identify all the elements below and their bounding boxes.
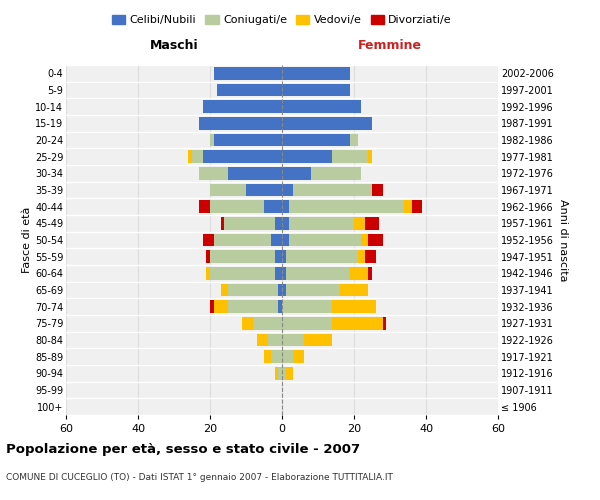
Bar <box>275 250 282 263</box>
Text: Femmine: Femmine <box>358 38 422 52</box>
Bar <box>282 184 293 196</box>
Bar <box>217 84 282 96</box>
Bar <box>332 317 383 330</box>
Bar <box>199 200 210 213</box>
Text: Maschi: Maschi <box>149 38 199 52</box>
Bar <box>368 234 383 246</box>
Bar <box>372 184 383 196</box>
Bar <box>282 234 289 246</box>
Bar <box>210 134 214 146</box>
Bar <box>282 284 286 296</box>
Bar <box>358 250 365 263</box>
Bar <box>332 300 376 313</box>
Bar <box>275 267 282 280</box>
Bar <box>214 134 282 146</box>
Bar <box>286 267 350 280</box>
Bar <box>264 350 271 363</box>
Bar <box>368 267 372 280</box>
Bar <box>271 350 282 363</box>
Bar <box>214 234 271 246</box>
Bar <box>242 317 253 330</box>
Bar <box>188 150 192 163</box>
Bar <box>365 250 376 263</box>
Bar <box>282 134 350 146</box>
Bar <box>271 234 282 246</box>
Bar <box>293 350 304 363</box>
Text: Popolazione per età, sesso e stato civile - 2007: Popolazione per età, sesso e stato civil… <box>6 442 360 456</box>
Bar <box>199 167 228 179</box>
Bar <box>282 117 372 130</box>
Bar <box>311 167 361 179</box>
Bar <box>282 167 311 179</box>
Bar <box>282 334 304 346</box>
Bar <box>210 300 214 313</box>
Bar <box>275 217 282 230</box>
Bar <box>365 217 379 230</box>
Bar <box>350 134 358 146</box>
Legend: Celibi/Nubili, Coniugati/e, Vedovi/e, Divorziati/e: Celibi/Nubili, Coniugati/e, Vedovi/e, Di… <box>107 10 457 30</box>
Bar <box>214 300 228 313</box>
Bar <box>289 217 354 230</box>
Bar <box>282 367 286 380</box>
Bar <box>210 184 246 196</box>
Bar <box>282 84 350 96</box>
Bar <box>332 150 368 163</box>
Bar <box>228 167 282 179</box>
Bar <box>268 334 282 346</box>
Bar <box>257 334 268 346</box>
Bar <box>412 200 422 213</box>
Bar <box>361 234 368 246</box>
Y-axis label: Anni di nascita: Anni di nascita <box>557 198 568 281</box>
Bar <box>210 250 275 263</box>
Bar <box>368 150 372 163</box>
Bar <box>282 250 286 263</box>
Bar <box>206 250 210 263</box>
Bar <box>282 100 361 113</box>
Bar <box>293 184 372 196</box>
Bar <box>214 67 282 80</box>
Text: COMUNE DI CUCEGLIO (TO) - Dati ISTAT 1° gennaio 2007 - Elaborazione TUTTITALIA.I: COMUNE DI CUCEGLIO (TO) - Dati ISTAT 1° … <box>6 472 393 482</box>
Bar <box>286 367 293 380</box>
Bar <box>246 184 282 196</box>
Bar <box>350 267 368 280</box>
Bar <box>282 267 286 280</box>
Bar <box>221 284 228 296</box>
Bar <box>203 150 282 163</box>
Bar <box>253 317 282 330</box>
Bar <box>340 284 368 296</box>
Bar <box>278 284 282 296</box>
Bar <box>275 367 278 380</box>
Bar <box>203 100 282 113</box>
Bar <box>210 200 264 213</box>
Bar <box>354 217 365 230</box>
Bar <box>228 284 278 296</box>
Bar <box>221 217 224 230</box>
Bar <box>228 300 278 313</box>
Bar <box>286 250 358 263</box>
Bar <box>282 300 332 313</box>
Bar <box>286 284 340 296</box>
Bar <box>199 117 282 130</box>
Bar <box>282 200 289 213</box>
Bar <box>404 200 412 213</box>
Bar <box>282 350 293 363</box>
Bar <box>282 217 289 230</box>
Bar <box>289 234 361 246</box>
Bar <box>210 267 275 280</box>
Bar <box>304 334 332 346</box>
Bar <box>224 217 275 230</box>
Y-axis label: Fasce di età: Fasce di età <box>22 207 32 273</box>
Bar <box>203 234 214 246</box>
Bar <box>282 150 332 163</box>
Bar <box>206 267 210 280</box>
Bar <box>289 200 404 213</box>
Bar <box>383 317 386 330</box>
Bar <box>264 200 282 213</box>
Bar <box>278 367 282 380</box>
Bar <box>282 67 350 80</box>
Bar <box>282 317 332 330</box>
Bar <box>192 150 203 163</box>
Bar <box>278 300 282 313</box>
